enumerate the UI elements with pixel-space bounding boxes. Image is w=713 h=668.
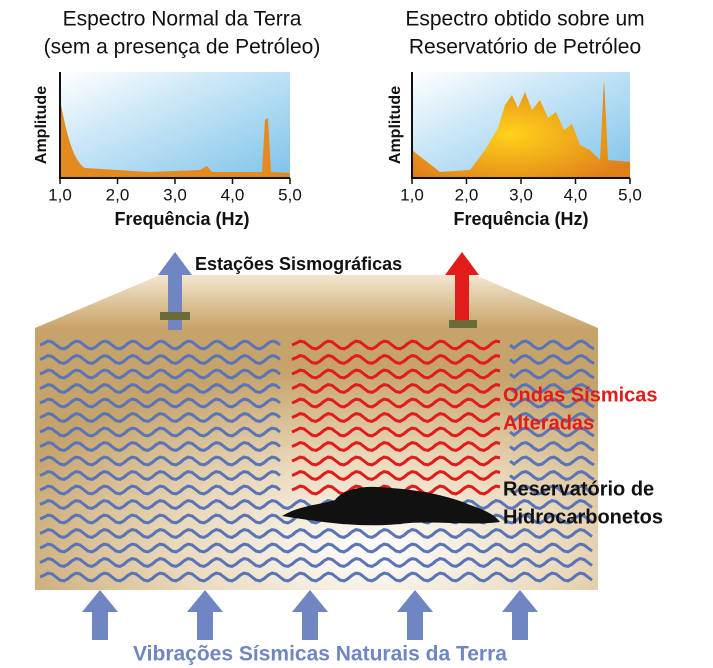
x-tick-label: 2,0 xyxy=(455,185,479,204)
bottom-arrows xyxy=(82,590,538,640)
arrow-stub xyxy=(168,320,182,330)
x-tick-label: 1,0 xyxy=(48,185,72,204)
x-axis-label: Frequência (Hz) xyxy=(453,209,588,229)
x-tick-label: 4,0 xyxy=(564,185,588,204)
reservoir-label: Hidrocarbonetos xyxy=(503,506,663,528)
station xyxy=(449,320,477,328)
x-tick-label: 4,0 xyxy=(221,185,245,204)
y-axis-label: Amplitude xyxy=(33,86,50,164)
y-axis-label: Amplitude xyxy=(387,86,404,164)
arrow-up xyxy=(187,590,223,640)
arrow-up xyxy=(292,590,328,640)
arrow-up xyxy=(502,590,538,640)
station xyxy=(160,312,190,320)
spectrum-title: Espectro Normal da Terra xyxy=(63,8,302,31)
spectrum-title: (sem a presença de Petróleo) xyxy=(44,36,321,59)
x-tick-label: 5,0 xyxy=(618,185,642,204)
spectrum-title: Reservatório de Petróleo xyxy=(409,36,641,59)
natural-vibrations-label: Vibrações Sísmicas Naturais da Terra xyxy=(133,643,507,666)
stations-label: Estações Sismográficas xyxy=(195,254,402,274)
plot-area xyxy=(60,72,290,178)
arrow-up xyxy=(397,590,433,640)
ground-top xyxy=(35,275,598,328)
altered-waves-label: Ondas Sísmicas xyxy=(503,384,658,406)
arrow-up xyxy=(82,590,118,640)
x-tick-label: 3,0 xyxy=(163,185,187,204)
x-tick-label: 5,0 xyxy=(278,185,302,204)
reservoir-label: Reservatório de xyxy=(503,478,654,500)
page: Espectro Normal da Terra (sem a presença… xyxy=(0,0,713,668)
x-axis-label: Frequência (Hz) xyxy=(114,209,249,229)
altered-waves-label: Alteradas xyxy=(503,412,594,434)
x-tick-label: 2,0 xyxy=(106,185,130,204)
spectrum-title: Espectro obtido sobre um xyxy=(405,8,644,31)
x-tick-label: 1,0 xyxy=(400,185,424,204)
x-tick-label: 3,0 xyxy=(509,185,533,204)
